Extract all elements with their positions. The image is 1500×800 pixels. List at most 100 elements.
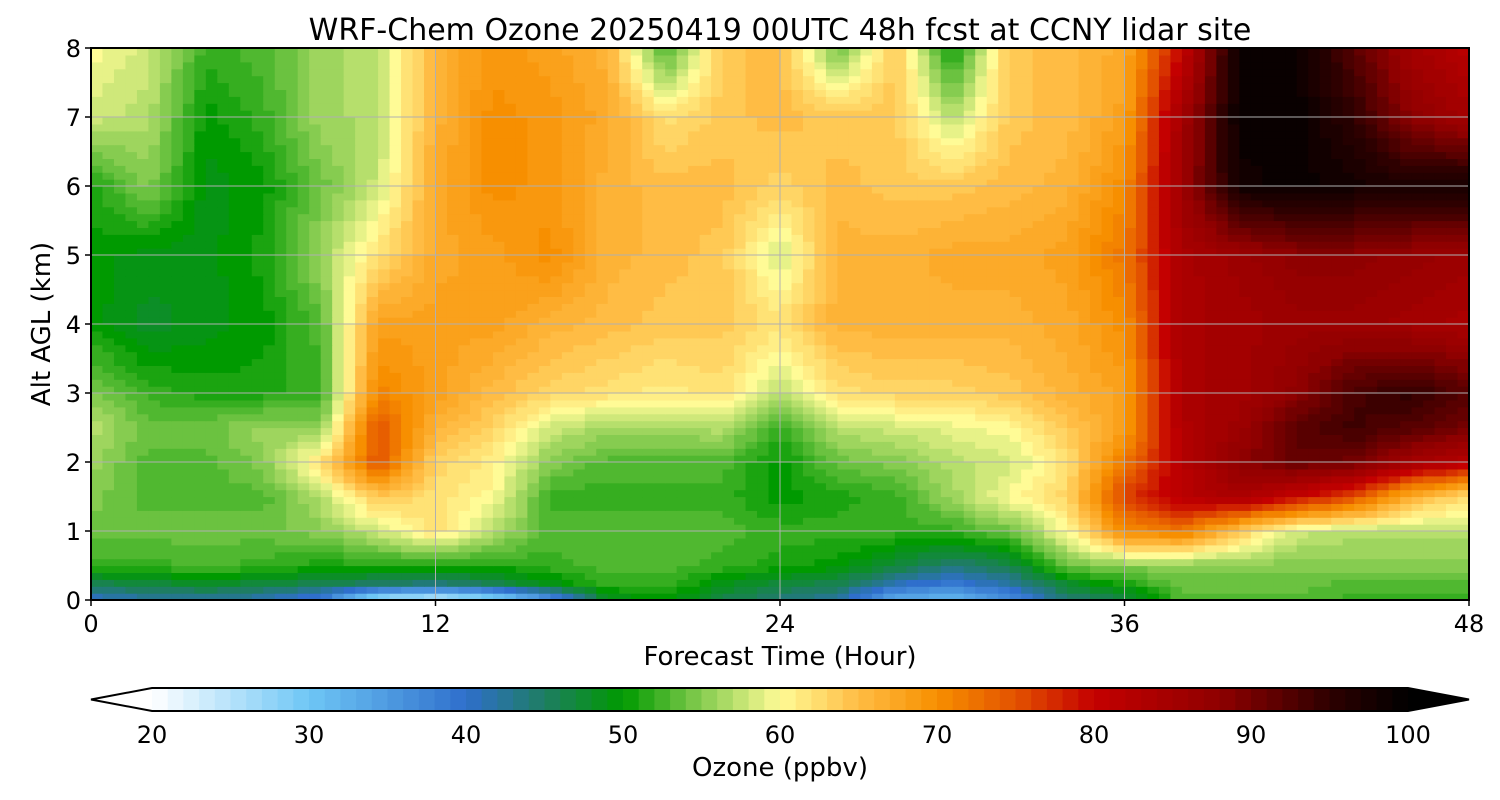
heatmap-cell (1021, 317, 1034, 325)
heatmap-cell (136, 358, 150, 366)
heatmap-cell (91, 496, 104, 504)
heatmap-cell (1423, 551, 1436, 560)
heatmap-cell (619, 517, 632, 525)
heatmap-cell (940, 537, 953, 546)
heatmap-cell (929, 593, 942, 600)
heatmap-cell (102, 344, 115, 353)
heatmap-cell (458, 579, 471, 587)
heatmap-cell (986, 413, 999, 422)
heatmap-cell (1124, 337, 1137, 346)
heatmap-cell (584, 324, 597, 332)
heatmap-cell (1090, 455, 1103, 463)
heatmap-cell (1273, 386, 1286, 394)
heatmap-cell (1273, 551, 1286, 560)
heatmap-cell (871, 337, 884, 346)
heatmap-cell (1055, 544, 1068, 553)
heatmap-cell (1009, 344, 1022, 353)
heatmap-cell (263, 475, 276, 484)
heatmap-cell (1285, 379, 1298, 387)
heatmap-cell (412, 551, 425, 560)
heatmap-cell (1147, 420, 1160, 429)
heatmap-cell (228, 593, 241, 600)
heatmap-cell (837, 386, 850, 394)
heatmap-cell (1113, 462, 1126, 470)
heatmap-cell (538, 468, 551, 477)
heatmap-cell (1388, 317, 1401, 325)
heatmap-cell (1147, 386, 1160, 394)
heatmap-cell (446, 330, 460, 339)
heatmap-cell (1067, 344, 1080, 353)
heatmap-cell (1067, 386, 1080, 394)
heatmap-cell (113, 503, 127, 511)
heatmap-cell (584, 531, 597, 539)
heatmap-cell (159, 475, 172, 484)
heatmap-cell (860, 468, 873, 477)
heatmap-cell (458, 524, 471, 532)
heatmap-cell (619, 462, 632, 470)
heatmap-cell (734, 565, 747, 573)
heatmap-cell (412, 468, 425, 477)
heatmap-cell (745, 551, 758, 560)
heatmap-cell (102, 482, 115, 491)
heatmap-cell (871, 344, 884, 353)
heatmap-cell (378, 579, 391, 587)
heatmap-cell (469, 386, 483, 394)
heatmap-cell (355, 537, 368, 546)
heatmap-cell (940, 593, 953, 600)
heatmap-cell (458, 537, 471, 546)
heatmap-cell (263, 344, 276, 353)
heatmap-cell (1423, 455, 1436, 463)
heatmap-cell (1400, 441, 1413, 449)
heatmap-cell (653, 468, 666, 477)
heatmap-cell (940, 503, 953, 511)
heatmap-cell (182, 503, 195, 511)
heatmap-cell (825, 330, 839, 339)
heatmap-cell (1388, 544, 1401, 553)
heatmap-cell (1319, 413, 1332, 422)
heatmap-cell (699, 399, 712, 408)
heatmap-cell (504, 558, 517, 567)
heatmap-cell (780, 365, 793, 373)
heatmap-cell (1216, 427, 1229, 435)
heatmap-cell (894, 393, 907, 401)
heatmap-cell (148, 489, 161, 498)
heatmap-cell (481, 399, 494, 408)
heatmap-cell (871, 441, 884, 449)
heatmap-cell (1032, 358, 1045, 366)
heatmap-cell (1411, 496, 1424, 504)
heatmap-cell (894, 462, 907, 470)
heatmap-cell (1331, 420, 1344, 429)
heatmap-cell (1434, 379, 1447, 387)
heatmap-cell (975, 544, 988, 553)
heatmap-cell (584, 420, 597, 429)
heatmap-cell (504, 510, 517, 518)
heatmap-cell (1181, 475, 1194, 484)
heatmap-cell (504, 344, 517, 353)
heatmap-cell (102, 551, 115, 560)
heatmap-cell (446, 434, 460, 442)
heatmap-cell (1388, 413, 1401, 422)
heatmap-cell (205, 496, 218, 504)
heatmap-cell (343, 420, 356, 429)
heatmap-cell (1285, 475, 1298, 484)
heatmap-cell (791, 517, 804, 525)
heatmap-cell (251, 317, 264, 325)
heatmap-cell (251, 482, 264, 491)
heatmap-cell (699, 379, 712, 387)
heatmap-cell (883, 558, 896, 567)
heatmap-cell (1331, 565, 1344, 573)
heatmap-cell (263, 482, 276, 491)
heatmap-cell (1250, 330, 1263, 339)
heatmap-cell (240, 586, 253, 594)
heatmap-cell (906, 462, 919, 470)
heatmap-cell (1239, 475, 1252, 484)
heatmap-cell (1262, 386, 1275, 394)
heatmap-cell (917, 531, 930, 539)
heatmap-cell (1308, 324, 1321, 332)
heatmap-cell (584, 579, 597, 587)
heatmap-cell (665, 358, 678, 366)
heatmap-cell (171, 379, 184, 387)
heatmap-cell (1296, 510, 1309, 518)
heatmap-cell (1273, 406, 1286, 415)
heatmap-cell (1101, 462, 1114, 470)
